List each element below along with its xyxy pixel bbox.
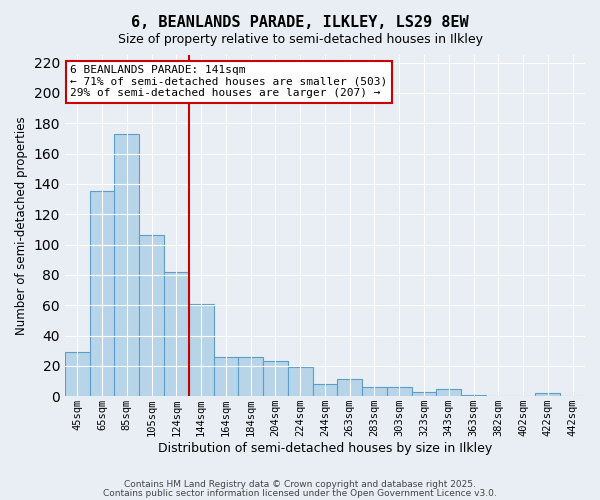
Bar <box>238 356 263 396</box>
Bar <box>313 384 337 396</box>
Bar <box>362 387 387 396</box>
Text: Contains HM Land Registry data © Crown copyright and database right 2025.: Contains HM Land Registry data © Crown c… <box>124 480 476 489</box>
Bar <box>164 272 189 396</box>
Bar <box>189 304 214 396</box>
Y-axis label: Number of semi-detached properties: Number of semi-detached properties <box>15 116 28 335</box>
Text: 6, BEANLANDS PARADE, ILKLEY, LS29 8EW: 6, BEANLANDS PARADE, ILKLEY, LS29 8EW <box>131 15 469 30</box>
Bar <box>65 352 89 396</box>
Bar <box>115 134 139 396</box>
Bar <box>89 192 115 396</box>
Bar <box>412 392 436 396</box>
X-axis label: Distribution of semi-detached houses by size in Ilkley: Distribution of semi-detached houses by … <box>158 442 492 455</box>
Bar <box>436 388 461 396</box>
Bar <box>139 236 164 396</box>
Bar <box>461 394 486 396</box>
Text: Contains public sector information licensed under the Open Government Licence v3: Contains public sector information licen… <box>103 488 497 498</box>
Bar <box>337 380 362 396</box>
Text: Size of property relative to semi-detached houses in Ilkley: Size of property relative to semi-detach… <box>118 32 482 46</box>
Bar <box>214 356 238 396</box>
Bar <box>535 393 560 396</box>
Bar <box>387 387 412 396</box>
Text: 6 BEANLANDS PARADE: 141sqm
← 71% of semi-detached houses are smaller (503)
29% o: 6 BEANLANDS PARADE: 141sqm ← 71% of semi… <box>70 65 388 98</box>
Bar <box>288 368 313 396</box>
Bar <box>263 362 288 396</box>
